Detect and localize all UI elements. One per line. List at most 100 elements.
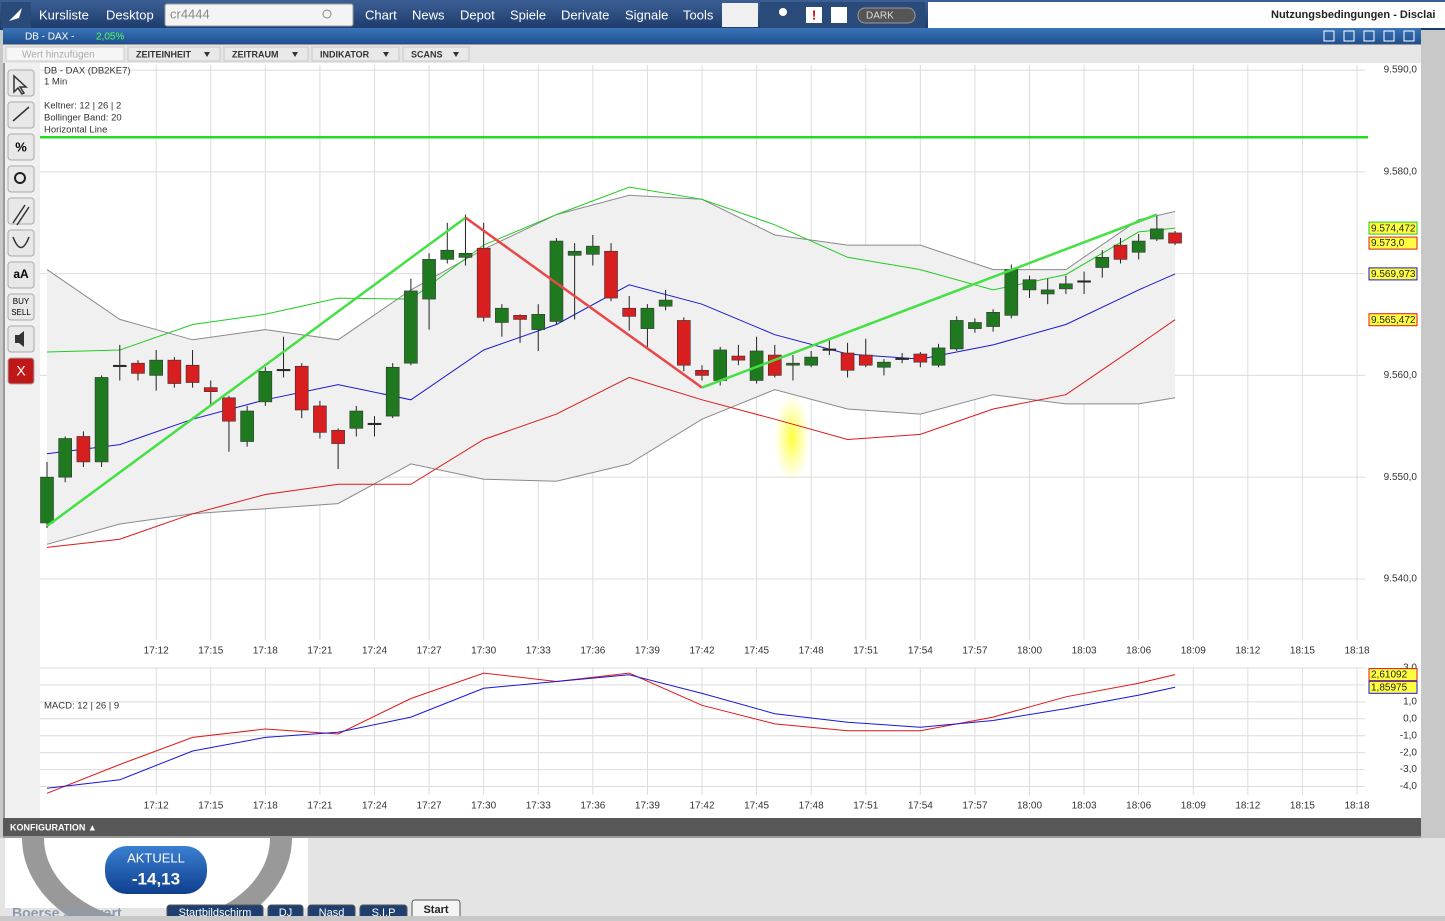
band-fill [47,195,1176,545]
candle-body [1095,257,1110,268]
tool-button[interactable] [7,357,35,385]
x-tick-label: 18:09 [1181,801,1206,812]
toolbar-button[interactable] [311,46,400,62]
max-btn[interactable] [1383,30,1395,42]
tool-label: aA [13,267,29,281]
task-tab-label: S.I.P [372,907,396,916]
add-value-box[interactable] [5,46,125,62]
toolbar-button[interactable] [402,46,470,62]
candle-body [1150,228,1164,240]
candle-body [76,436,91,463]
x-tick-label: 17:51 [853,646,878,657]
candle-body [58,438,72,478]
indicator-line [46,672,1176,794]
x-tick-label: 17:15 [198,801,223,812]
toolbar-button[interactable] [127,46,221,62]
toolbar-button[interactable] [223,46,309,62]
x-tick-label: 18:15 [1290,801,1315,812]
x-tick-label: 18:12 [1235,801,1260,812]
terms-link[interactable]: Nutzungsbedingungen - Disclai [1271,9,1435,21]
tool-label: SELL [11,308,31,317]
chart-title: DB - DAX (DB2KE7) [44,66,131,77]
candle-body [422,259,436,300]
dup-btn[interactable] [1363,30,1375,42]
y-tick-label: 9.540,0 [1384,574,1418,585]
settings-icon[interactable] [831,7,847,23]
x-tick-label: 17:24 [362,646,387,657]
candle-body [695,370,709,376]
candle-body [112,364,127,368]
x-tick-label: 17:12 [144,801,169,812]
menu-item[interactable]: Tools [683,7,714,22]
alert-icon[interactable] [806,7,822,23]
annotation: Horizontal Line [44,125,107,136]
y-tick-label: -1,0 [1400,730,1418,741]
candle-body [567,250,582,256]
x-tick-label: 17:54 [908,646,933,657]
candle-body [1022,279,1037,291]
menu-item[interactable]: Chart [365,7,397,22]
value-box-label: 9.574,472 [1371,223,1416,234]
candle-body [331,430,345,444]
candle-body [440,249,455,260]
add-value-text: Wert hinzufügen [22,50,95,61]
menu-item[interactable]: Kursliste [39,7,89,22]
value-box [1368,313,1418,327]
candle-body [858,354,873,366]
indicator-line [46,319,1176,548]
y-tick-label: -2,0 [1400,747,1418,758]
menu-item[interactable]: Depot [460,7,495,22]
candle-body [1059,283,1073,290]
candle-body [385,366,400,417]
x-tick-label: 17:48 [799,646,824,657]
dropdown-arrow [383,52,389,57]
tool-button[interactable] [7,293,35,321]
user-icon[interactable] [779,8,787,16]
menu-item[interactable]: Desktop [106,7,154,22]
tool-button[interactable] [7,165,35,193]
config-label[interactable]: KONFIGURATION ▲ [10,822,97,832]
window-title: DB - DAX - [25,32,74,43]
value-box-label: 9.569,973 [1371,269,1416,280]
min-btn[interactable] [1343,30,1355,42]
blank-button[interactable] [722,3,758,27]
candle-body [349,410,364,429]
value-box-label: 2,61092 [1371,670,1408,681]
y-tick-label: 9.590,0 [1384,65,1418,76]
dropdown-arrow [204,52,210,57]
x-tick-label: 18:00 [1017,646,1042,657]
candle-body [1004,269,1019,316]
x-tick-label: 17:12 [144,646,169,657]
info-btn[interactable] [1323,30,1335,42]
y-tick-label: -3,0 [1400,764,1418,775]
close-btn[interactable] [1403,30,1415,42]
candle-body [949,320,964,350]
x-tick-label: 17:21 [307,801,332,812]
menu-item[interactable]: News [412,7,445,22]
menu-item[interactable]: Derivate [561,7,609,22]
candle-body [313,405,327,433]
x-tick-label: 18:18 [1344,646,1369,657]
candle-body [240,410,254,442]
tool-button[interactable] [7,133,35,161]
tool-button[interactable] [7,261,35,289]
menu-item[interactable]: Signale [625,7,668,22]
tool-button[interactable] [7,229,35,257]
indicator-line [46,389,1176,545]
x-tick-label: 18:06 [1126,646,1151,657]
search-icon [322,9,332,19]
search-box[interactable] [164,3,354,27]
menu-item[interactable]: Spiele [510,7,546,22]
candle-body [513,315,527,320]
x-tick-label: 17:57 [962,801,987,812]
window-change: 2,05% [96,32,124,43]
candle-body [131,362,145,374]
x-tick-label: 17:18 [253,646,278,657]
tool-button[interactable] [7,101,35,129]
x-tick-label: 18:12 [1235,646,1260,657]
cursor-highlight [774,394,810,482]
candle-body [804,356,818,366]
brand: Boerse Stuttgart [12,905,122,916]
x-tick-label: 17:57 [962,646,987,657]
theme-toggle[interactable] [857,7,916,24]
